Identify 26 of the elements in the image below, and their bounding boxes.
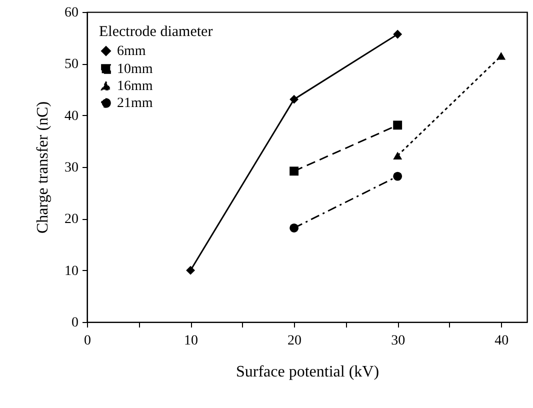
legend-title: Electrode diameter: [99, 24, 213, 40]
point: [393, 120, 402, 130]
x-tick-label: 40: [494, 334, 509, 348]
x-tick-label: 30: [391, 334, 406, 348]
point: [290, 166, 299, 176]
legend-label: 21mm: [117, 96, 153, 111]
legend-label: 10mm: [117, 62, 153, 77]
y-tick-label: 50: [64, 57, 78, 72]
x-tick-label: 0: [84, 334, 91, 348]
y-tick-label: 20: [64, 212, 78, 228]
y-tick-label: 60: [64, 6, 78, 20]
point: [393, 172, 402, 181]
x-tick-label: 20: [288, 334, 302, 348]
y-tick-label: 30: [64, 160, 78, 176]
legend-label: 16mm: [117, 79, 153, 94]
y-axis-title: Charge transfer (nC): [34, 101, 52, 234]
y-tick-label: 0: [72, 316, 78, 330]
y-tick-label: 40: [64, 108, 78, 124]
x-axis-title: Surface potential (kV): [236, 364, 380, 380]
point: [290, 94, 299, 104]
point: [290, 224, 299, 232]
legend-label: 6mm: [117, 44, 146, 59]
point: [393, 30, 402, 39]
point: [186, 266, 195, 275]
x-tick-label: 10: [184, 334, 198, 348]
y-tick-label: 10: [64, 264, 78, 279]
